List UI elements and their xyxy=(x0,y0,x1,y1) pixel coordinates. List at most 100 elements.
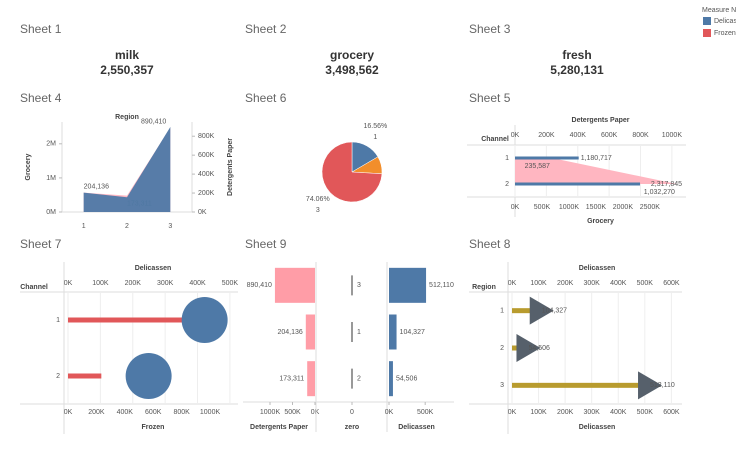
x2-axis-title: Frozen xyxy=(142,424,165,431)
legend-label: Frozen xyxy=(714,30,736,37)
y-axis-title: Channel xyxy=(20,284,48,291)
circle-mark xyxy=(125,353,172,399)
x-tick-label: 500K xyxy=(417,409,434,416)
x-tick-label: 2500K xyxy=(640,204,661,211)
x-tick-label: 200K xyxy=(125,280,142,287)
y-tick-label: 2 xyxy=(56,373,60,380)
x-tick-label: 600K xyxy=(663,409,680,416)
y2-tick-label: 200K xyxy=(198,190,215,197)
bar xyxy=(307,361,315,397)
bar xyxy=(512,382,649,388)
data-label: 1,032,270 xyxy=(644,189,675,196)
y-axis-title: Grocery xyxy=(25,153,32,180)
x-tick-label: 400K xyxy=(570,132,587,139)
y-tick-label: 2 xyxy=(505,181,509,188)
x-axis-title: Detergents Paper xyxy=(250,424,308,431)
x-tick-label: 200K xyxy=(557,280,574,287)
x-axis-title: Region xyxy=(115,114,139,121)
legend-title: Measure N xyxy=(702,7,736,14)
data-label: 204,136 xyxy=(84,184,109,191)
kpi-label: fresh xyxy=(562,48,591,62)
x-tick-label: 300K xyxy=(584,409,601,416)
area xyxy=(83,126,171,212)
circle-mark xyxy=(181,297,228,343)
x-tick-label: 500K xyxy=(534,204,551,211)
bar xyxy=(68,317,227,323)
y-tick-label: 1 xyxy=(505,155,509,162)
y2-axis-title: Detergents Paper xyxy=(227,138,234,196)
x-axis-title: Delicassen xyxy=(135,265,172,272)
sheet-title: Sheet 6 xyxy=(245,91,287,105)
pie-slice xyxy=(321,141,383,203)
x-tick-label: 300K xyxy=(584,280,601,287)
area xyxy=(515,158,677,184)
x-tick-label: 600K xyxy=(663,280,680,287)
y2-tick-label: 400K xyxy=(198,171,215,178)
data-label: 16.56% xyxy=(363,123,387,130)
y-axis-title: Channel xyxy=(481,136,509,143)
legend-swatch xyxy=(703,29,711,37)
x-tick-label: 400K xyxy=(610,409,627,416)
category-label: 1 xyxy=(357,329,361,336)
x-tick-label: 2 xyxy=(125,223,129,230)
x-tick-label: 500K xyxy=(222,280,239,287)
y2-tick-label: 600K xyxy=(198,152,215,159)
y-axis-title: Region xyxy=(472,284,496,291)
bar xyxy=(512,308,540,314)
data-label: 204,136 xyxy=(278,329,303,336)
x-tick-label: 1000K xyxy=(559,204,580,211)
bar xyxy=(515,156,579,160)
bar xyxy=(389,361,393,397)
slice-label: 1 xyxy=(373,134,377,141)
x-axis-title: Delicassen xyxy=(398,424,435,431)
x-tick-label: 200K xyxy=(557,409,574,416)
x-tick-label: 100K xyxy=(92,280,109,287)
x-axis-title: Detergents Paper xyxy=(572,117,630,124)
x-tick-label: 300K xyxy=(157,280,174,287)
sheet-title: Sheet 8 xyxy=(469,237,511,251)
x-axis-title: Delicassen xyxy=(579,424,616,431)
sheet-title: Sheet 3 xyxy=(469,22,511,36)
x-axis-title: Delicassen xyxy=(579,265,616,272)
x-tick-label: 0K xyxy=(64,280,73,287)
x-tick-label: 0K xyxy=(508,280,517,287)
x-tick-label: 400K xyxy=(117,409,134,416)
x-tick-label: 1 xyxy=(82,223,86,230)
x-tick-label: 500K xyxy=(637,280,654,287)
y2-tick-label: 0K xyxy=(198,209,207,216)
sheet-title: Sheet 4 xyxy=(20,91,62,105)
x-tick-label: 100K xyxy=(530,280,547,287)
x-tick-label: 600K xyxy=(145,409,162,416)
x-tick-label: 400K xyxy=(189,280,206,287)
x-tick-label: 200K xyxy=(538,132,555,139)
triangle-mark xyxy=(638,371,663,400)
x-tick-label: 500K xyxy=(284,409,301,416)
x-tick-label: 600K xyxy=(601,132,618,139)
data-label: 890,410 xyxy=(247,282,272,289)
y-tick-label: 1 xyxy=(500,308,504,315)
triangle-mark xyxy=(516,334,541,362)
sheet-title: Sheet 2 xyxy=(245,22,287,36)
kpi-value: 5,280,131 xyxy=(550,63,604,77)
x-tick-label: 500K xyxy=(637,409,654,416)
sheet-title: Sheet 9 xyxy=(245,237,287,251)
x-tick-label: 1500K xyxy=(586,204,607,211)
triangle-mark xyxy=(529,296,554,325)
x-tick-label: 400K xyxy=(610,280,627,287)
x-tick-label: 0K xyxy=(385,409,394,416)
y-tick-label: 1M xyxy=(46,175,56,182)
sheet-title: Sheet 5 xyxy=(469,91,511,105)
data-label: 512,110 xyxy=(650,382,675,389)
kpi-label: milk xyxy=(115,48,139,62)
data-label: 104,327 xyxy=(400,329,425,336)
y-tick-label: 2 xyxy=(500,345,504,352)
x-tick-label: 100K xyxy=(530,409,547,416)
x-tick-label: 0K xyxy=(511,204,520,211)
slice-label: 3 xyxy=(316,207,320,214)
x-axis-title: zero xyxy=(345,424,359,431)
bar xyxy=(305,314,315,350)
y-tick-label: 2M xyxy=(46,141,56,148)
kpi-value: 2,550,357 xyxy=(100,63,154,77)
